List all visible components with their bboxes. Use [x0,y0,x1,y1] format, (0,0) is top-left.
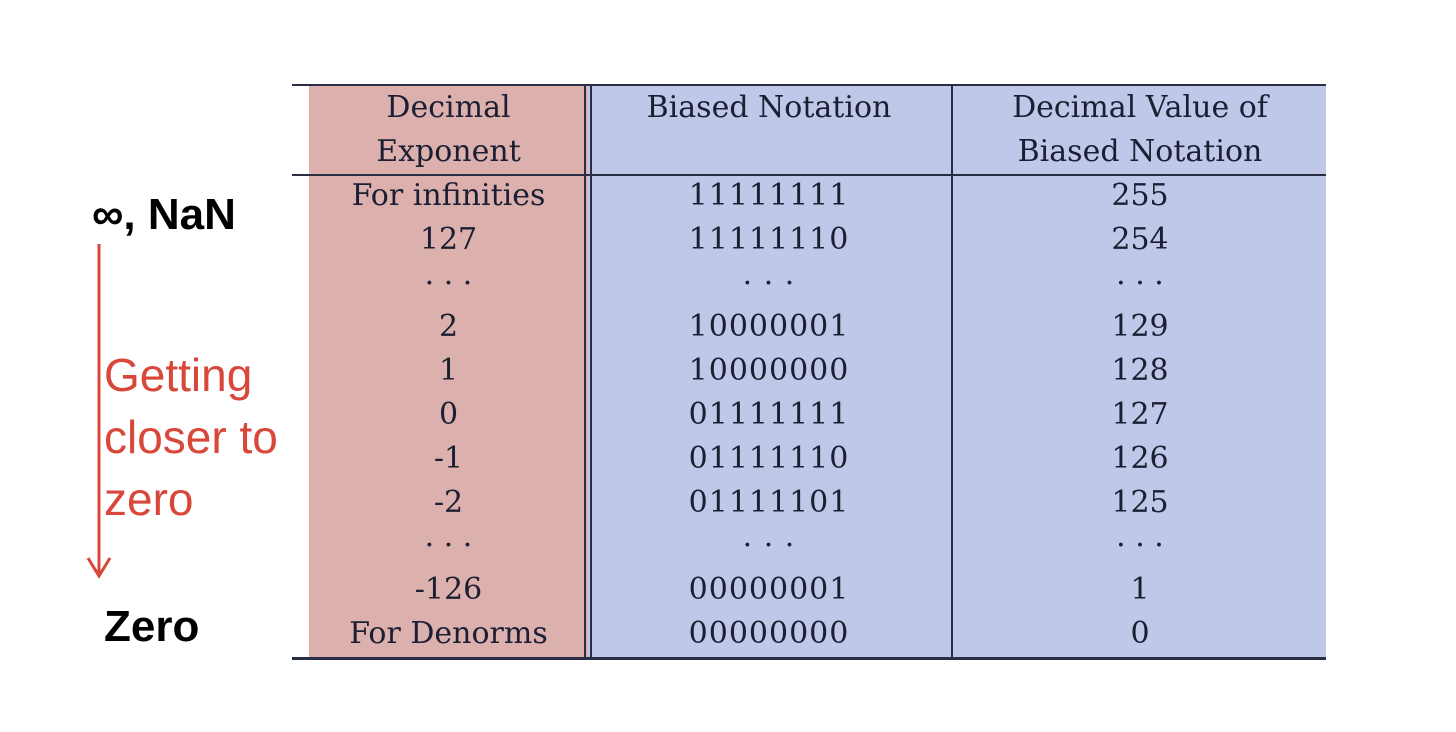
double-rule-left [584,84,586,660]
infinity-nan-label: ∞, NaN [92,190,236,239]
exponent-cell: -126 [414,572,483,608]
biased-notation-cell: 01111111 [688,397,850,432]
exponent-cell: 1 [438,353,459,389]
biased-notation-cell: 10000000 [688,353,850,389]
exponent-column-background [309,84,588,660]
biased-columns-background [588,84,1326,660]
decimal-value-cell: · · · [1116,528,1164,564]
double-rule-right [590,84,592,660]
decimal-value-cell: 255 [1111,178,1169,213]
header-decimal-value-line1: Decimal Value of [1012,90,1268,125]
bottom-rule [292,657,1326,660]
decimal-value-cell: 254 [1111,221,1169,257]
decimal-value-cell: 126 [1111,440,1169,476]
exponent-cell: For Denorms [349,616,548,651]
exponent-cell: 0 [438,397,459,432]
decimal-value-cell: 125 [1111,484,1169,520]
header-biased-notation: Biased Notation [646,90,892,125]
biased-notation-cell: · · · [742,528,796,564]
middle-line-1: Getting [104,349,253,401]
middle-line-2: closer to [104,411,278,463]
biased-notation-cell: · · · [742,265,796,301]
biased-notation-cell: 01111110 [688,440,850,476]
exponent-cell: For infinities [351,178,546,213]
column-rule [951,84,953,660]
decimal-value-cell: · · · [1116,265,1164,301]
exponent-cell: -1 [433,440,464,476]
exponent-cell: · · · [424,265,473,301]
decimal-value-cell: 0 [1130,616,1150,651]
header-decimal-value-line2: Biased Notation [1017,134,1263,169]
biased-notation-cell: 00000001 [688,572,850,608]
header-rule [292,174,1326,176]
biased-notation-cell: 00000000 [688,616,850,651]
biased-notation-cell: 01111101 [688,484,850,520]
zero-label: Zero [104,602,200,651]
decimal-value-cell: 128 [1111,353,1169,389]
exponent-cell: 127 [419,221,478,257]
top-rule [292,84,1326,86]
header-exponent-line2: Exponent [376,134,521,169]
biased-notation-cell: 11111110 [688,221,850,257]
biased-notation-cell: 10000001 [688,309,850,345]
getting-closer-to-zero-label: Getting closer to zero [104,344,278,530]
decimal-value-cell: 127 [1111,397,1169,432]
middle-line-3: zero [104,473,194,525]
down-arrow-icon [86,244,112,579]
biased-notation-cell: 11111111 [688,178,850,213]
exponent-table: Decimal Exponent Biased Notation Decimal… [292,84,1326,660]
header-exponent-line1: Decimal [386,90,511,125]
exponent-cell: -2 [433,484,464,520]
exponent-cell: 2 [438,309,459,345]
exponent-cell: · · · [424,528,473,564]
decimal-value-cell: 129 [1111,309,1169,345]
decimal-value-cell: 1 [1130,572,1150,608]
